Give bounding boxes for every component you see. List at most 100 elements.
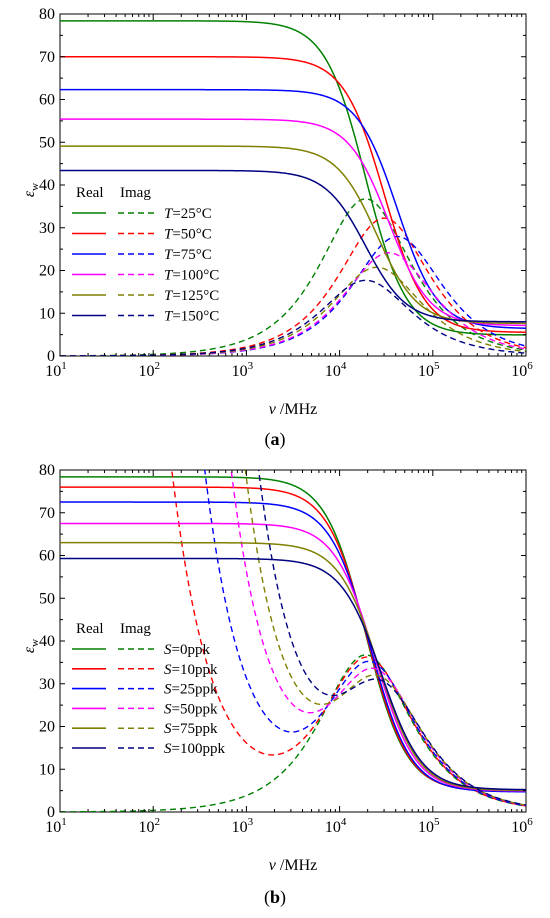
x-tick-base: 10	[232, 363, 248, 380]
y-axis-label-sub: w	[29, 639, 41, 647]
y-tick-label: 20	[39, 719, 55, 736]
legend: Real ImagT=25°CT=50°CT=75°CT=100°CT=125°C…	[72, 185, 219, 325]
panel-label-b: (b)	[264, 887, 286, 908]
legend-entry-var: T	[164, 268, 174, 284]
panel-letter-a: a	[271, 429, 280, 449]
x-tick-label: 104	[325, 816, 347, 836]
x-axis-label-var: v	[269, 401, 277, 418]
x-tick-label: 105	[418, 360, 440, 380]
legend-entry-label: T=100°C	[164, 268, 219, 284]
legend-entry-label: T=150°C	[164, 309, 219, 325]
y-tick-label: 40	[39, 633, 55, 650]
y-tick-label: 70	[39, 505, 55, 522]
y-tick-label: 50	[39, 134, 55, 151]
y-tick-label: 70	[39, 49, 55, 66]
x-axis-label-var: v	[269, 857, 277, 874]
x-tick-base: 10	[418, 819, 434, 836]
plot-frame	[59, 469, 527, 813]
series-real-line	[60, 88, 526, 329]
x-tick-base: 10	[418, 363, 434, 380]
y-axis-label: εw	[21, 639, 41, 653]
y-tick-label: 40	[39, 177, 55, 194]
x-tick-label: 105	[418, 816, 440, 836]
legend-entry-value: =125°C	[172, 288, 219, 304]
legend-entry-label: S=10ppk	[164, 662, 218, 678]
series-real-line	[60, 118, 526, 327]
x-axis-label-unit: /MHz	[276, 401, 317, 418]
legend-entry-var: S	[164, 662, 172, 678]
series-imag-line	[60, 235, 526, 356]
legend-entry-value: =0ppk	[172, 642, 211, 658]
x-tick-base: 10	[45, 363, 61, 380]
legend-entry-label: T=75°C	[164, 247, 212, 263]
series-imag-line	[257, 470, 526, 806]
x-tick-base: 10	[45, 819, 61, 836]
legend-entry-label: S=50ppk	[164, 701, 218, 717]
y-tick-label: 80	[39, 462, 55, 479]
x-axis-label: v /MHz	[269, 857, 317, 874]
x-tick-exponent: 3	[248, 360, 254, 372]
y-tick-label: 0	[47, 348, 55, 365]
series-group	[60, 470, 526, 812]
legend-entry-value: =75°C	[172, 247, 211, 263]
x-axis-label-unit: /MHz	[276, 857, 317, 874]
x-tick-exponent: 4	[341, 816, 347, 828]
legend-header-imag: Imag	[120, 621, 151, 637]
x-tick-base: 10	[138, 819, 154, 836]
x-tick-base: 10	[138, 363, 154, 380]
y-tick-label: 60	[39, 548, 55, 565]
series-imag-line	[60, 198, 526, 356]
legend-entry-label: T=50°C	[164, 227, 212, 243]
series-imag-line	[60, 266, 526, 356]
legend-entry-var: S	[164, 682, 172, 698]
x-tick-label: 106	[511, 816, 533, 836]
legend-entry-var: T	[164, 206, 174, 222]
legend-header-imag: Imag	[120, 185, 151, 201]
series-real-line	[60, 145, 526, 325]
series-imag-line	[60, 654, 526, 812]
panel-letter-b: b	[270, 887, 280, 907]
x-tick-base: 10	[511, 363, 527, 380]
x-tick-base: 10	[325, 363, 341, 380]
series-real-line	[60, 541, 526, 792]
y-tick-label: 30	[39, 676, 55, 693]
series-real-line	[60, 557, 526, 791]
x-tick-label: 103	[232, 816, 254, 836]
y-axis-label-main: ε	[21, 190, 38, 197]
series-real-line	[60, 486, 526, 793]
x-tick-label: 101	[45, 360, 67, 380]
legend-entry-value: =100°C	[172, 268, 219, 284]
legend-entry-label: S=75ppk	[164, 721, 218, 737]
legend-entry-label: T=25°C	[164, 206, 212, 222]
legend-entry-var: T	[164, 309, 174, 325]
x-tick-exponent: 4	[341, 360, 347, 372]
legend-entry-value: =10ppk	[172, 662, 218, 678]
legend-entry-value: =50°C	[172, 227, 211, 243]
legend-entry-label: S=100ppk	[164, 741, 225, 757]
y-axis-label-sub: w	[29, 183, 41, 191]
y-tick-label: 10	[39, 761, 55, 778]
legend-entry-var: T	[164, 247, 174, 263]
legend-entry-label: T=125°C	[164, 288, 219, 304]
legend-entry-var: S	[164, 701, 172, 717]
y-tick-label: 80	[39, 6, 55, 23]
x-tick-base: 10	[232, 819, 248, 836]
legend-header-real: Real	[76, 185, 104, 201]
x-tick-exponent: 6	[527, 360, 533, 372]
x-tick-label: 101	[45, 816, 67, 836]
legend-entry-value: =75ppk	[172, 721, 218, 737]
x-tick-exponent: 6	[527, 816, 533, 828]
legend-entry-var: S	[164, 642, 172, 658]
x-tick-exponent: 2	[154, 816, 160, 828]
x-tick-exponent: 3	[248, 816, 254, 828]
y-tick-label: 0	[47, 804, 55, 821]
x-tick-exponent: 2	[154, 360, 160, 372]
legend-header-real: Real	[76, 621, 104, 637]
series-real-line	[60, 20, 526, 336]
legend-entry-label: S=0ppk	[164, 642, 210, 658]
x-tick-exponent: 5	[434, 816, 440, 828]
